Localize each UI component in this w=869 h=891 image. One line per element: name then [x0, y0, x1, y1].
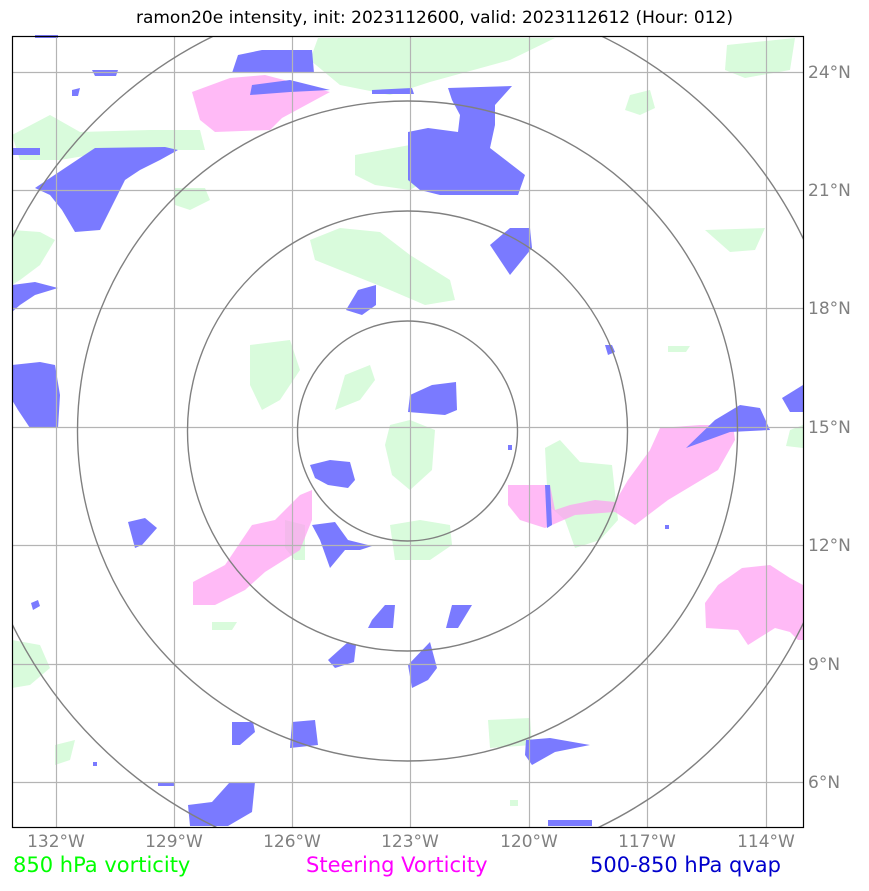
qvap-500-850-layer — [12, 35, 803, 826]
legend-850-vorticity: 850 hPa vorticity — [13, 853, 191, 877]
lat-label: 21°N — [808, 181, 851, 201]
lon-label: 120°W — [500, 832, 558, 852]
legend-steering-vorticity: Steering Vorticity — [306, 853, 488, 877]
lat-label: 9°N — [808, 655, 840, 675]
lat-label: 18°N — [808, 299, 851, 319]
steering-vorticity-layer — [192, 75, 803, 645]
lat-label: 6°N — [808, 773, 840, 793]
range-ring-3 — [76, 100, 739, 762]
range-ring-2 — [186, 210, 629, 652]
lat-label: 24°N — [808, 63, 851, 83]
legend-qvap: 500-850 hPa qvap — [590, 853, 781, 877]
lon-label: 123°W — [381, 832, 439, 852]
lon-label: 114°W — [737, 832, 795, 852]
lon-label: 126°W — [263, 832, 321, 852]
lon-label: 132°W — [27, 832, 85, 852]
range-rings — [12, 36, 803, 827]
range-ring-1 — [296, 320, 519, 542]
latitude-labels: 24°N 21°N 18°N 15°N 12°N 9°N 6°N — [808, 63, 851, 793]
lon-label: 129°W — [145, 832, 203, 852]
longitude-labels: 132°W 129°W 126°W 123°W 120°W 117°W 114°… — [27, 832, 795, 852]
lat-label: 12°N — [808, 536, 851, 556]
lat-label: 15°N — [808, 418, 851, 438]
map-frame — [11, 35, 805, 829]
lon-label: 117°W — [618, 832, 676, 852]
map-title: ramon20e intensity, init: 2023112600, va… — [135, 8, 734, 28]
